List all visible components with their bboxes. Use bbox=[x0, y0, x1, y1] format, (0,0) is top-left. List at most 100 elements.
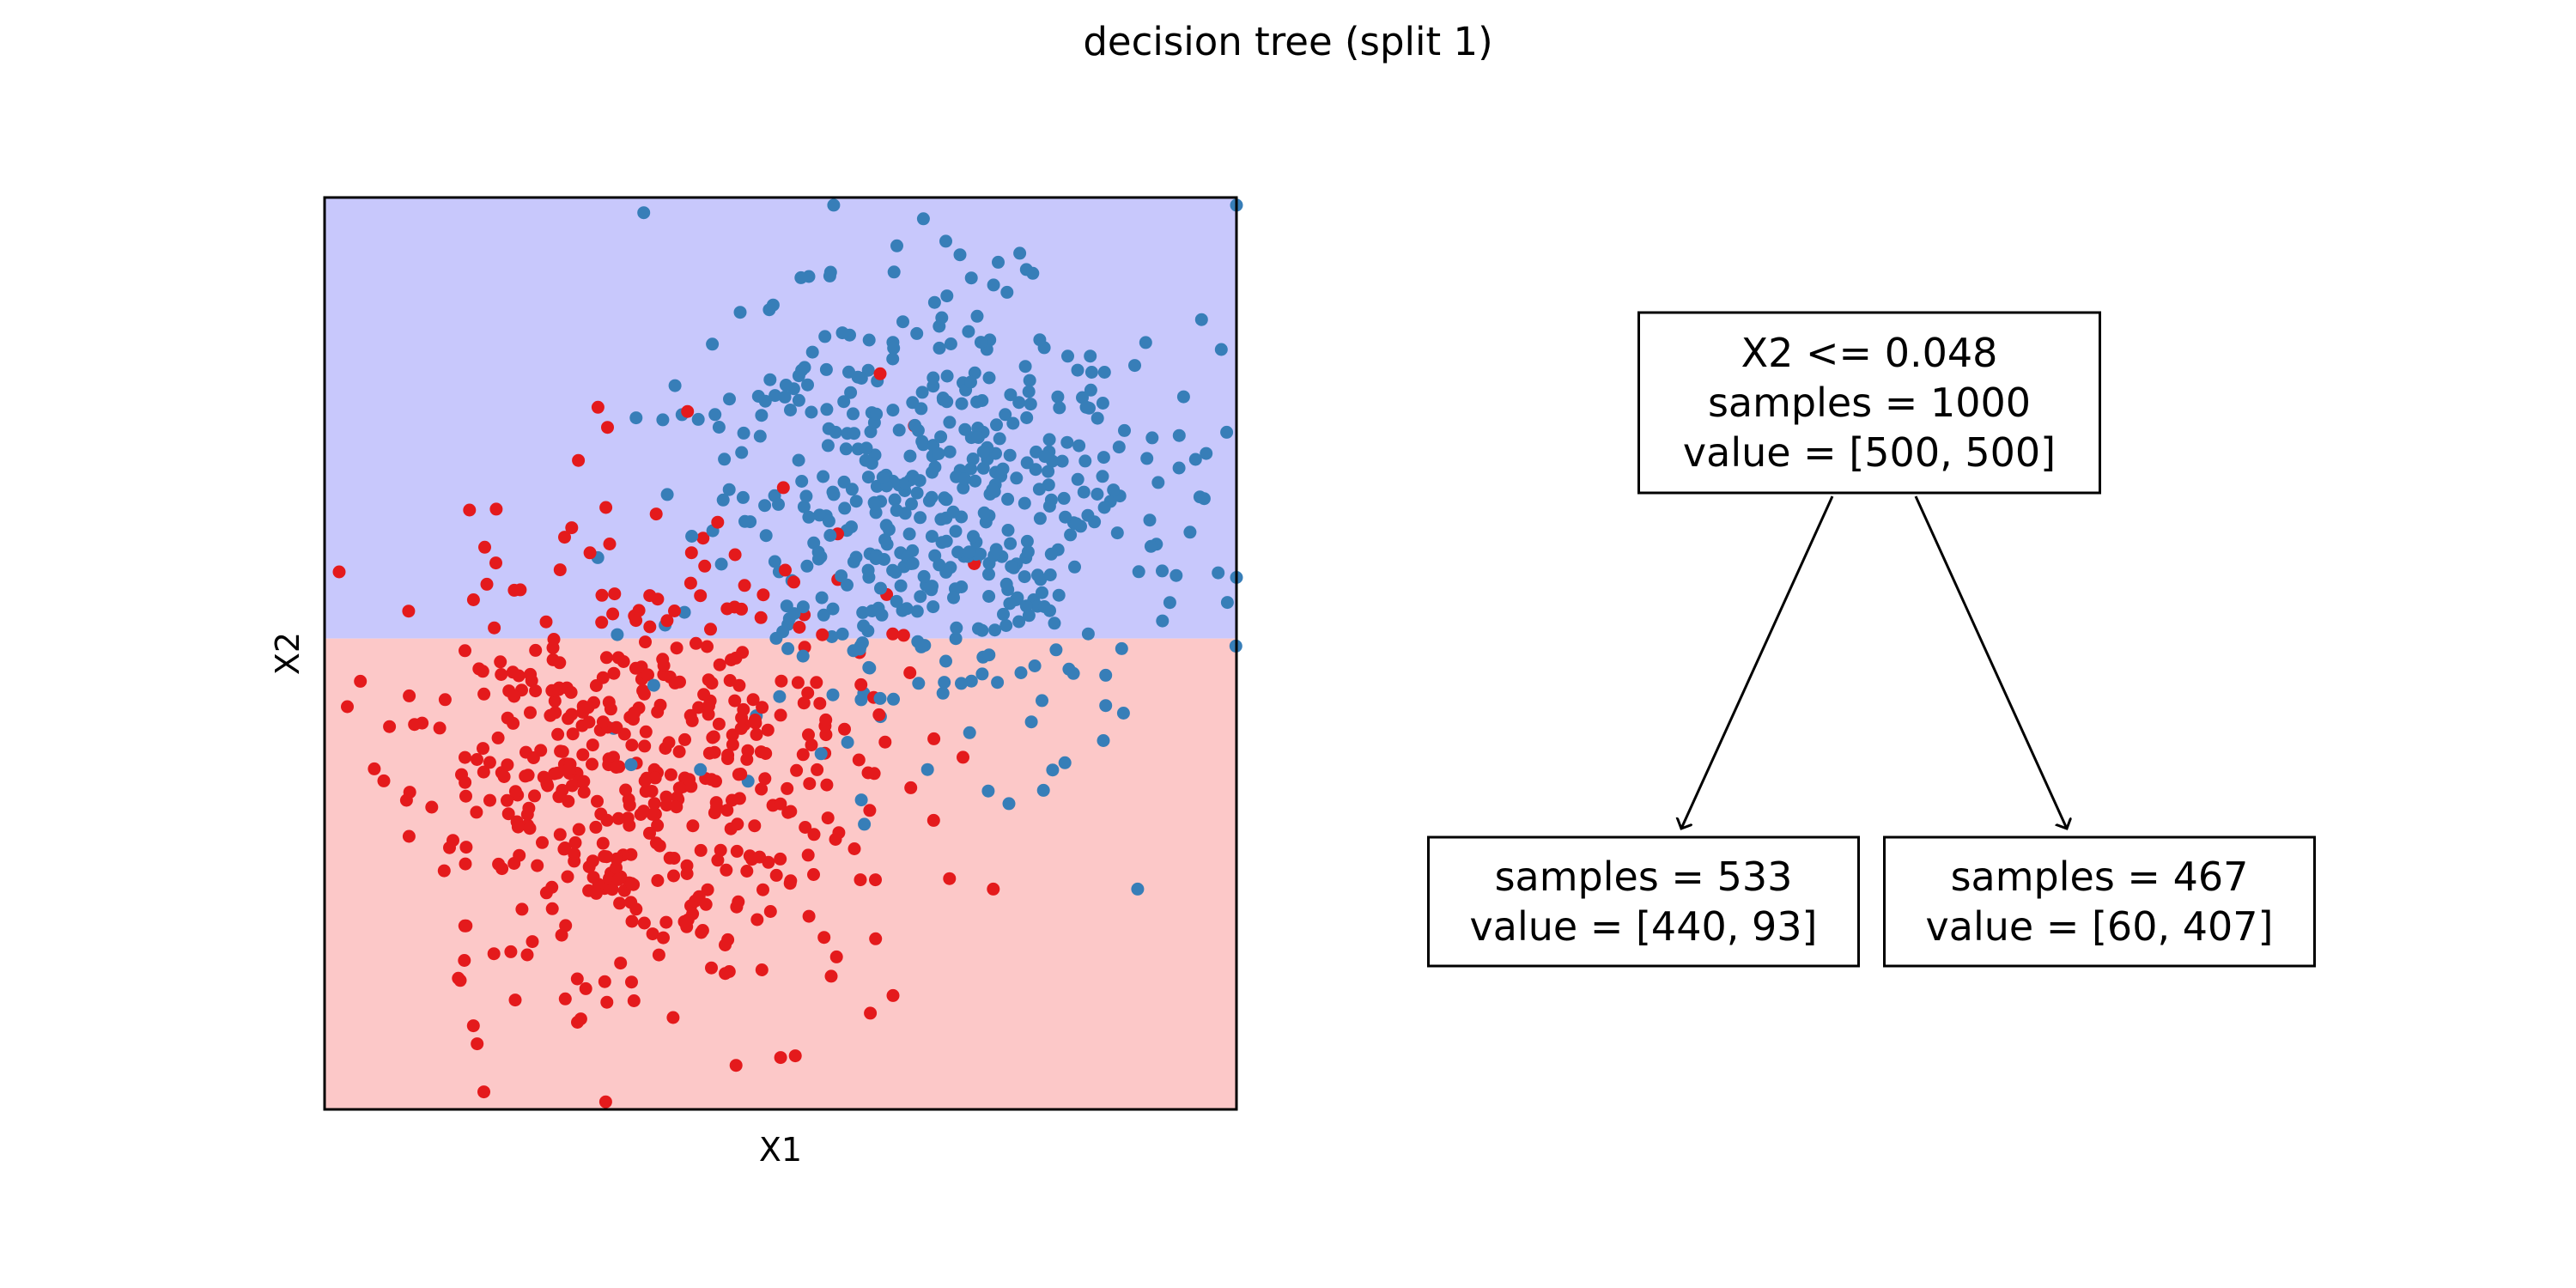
point-class-2 bbox=[936, 686, 950, 700]
point-class-2 bbox=[1033, 512, 1047, 526]
point-class-1 bbox=[639, 725, 653, 738]
point-class-1 bbox=[664, 768, 677, 781]
point-class-2 bbox=[1163, 596, 1176, 610]
point-class-1 bbox=[489, 502, 503, 516]
point-class-2 bbox=[958, 422, 972, 436]
point-class-2 bbox=[920, 762, 934, 776]
right-value: value = [60, 407] bbox=[1926, 903, 2274, 950]
point-class-2 bbox=[910, 486, 924, 500]
point-class-2 bbox=[1071, 363, 1084, 377]
point-class-1 bbox=[748, 819, 762, 833]
point-class-1 bbox=[529, 643, 543, 657]
point-class-1 bbox=[649, 836, 663, 850]
point-class-1 bbox=[904, 781, 918, 794]
point-class-1 bbox=[586, 871, 600, 884]
point-class-2 bbox=[939, 493, 953, 507]
point-class-2 bbox=[1029, 463, 1042, 477]
point-class-1 bbox=[531, 859, 544, 872]
point-class-1 bbox=[368, 762, 381, 775]
point-class-1 bbox=[732, 895, 745, 908]
point-class-2 bbox=[870, 407, 884, 421]
point-class-1 bbox=[579, 981, 592, 995]
point-class-2 bbox=[818, 330, 832, 343]
point-class-1 bbox=[625, 975, 638, 989]
point-class-1 bbox=[863, 804, 877, 817]
point-class-2 bbox=[835, 627, 849, 641]
point-class-1 bbox=[987, 882, 1000, 896]
point-class-2 bbox=[1010, 471, 1024, 485]
point-class-1 bbox=[810, 676, 823, 690]
point-class-2 bbox=[763, 373, 777, 386]
point-class-1 bbox=[728, 694, 742, 708]
point-class-2 bbox=[910, 326, 924, 340]
point-class-2 bbox=[1018, 360, 1032, 374]
point-class-1 bbox=[696, 532, 710, 545]
point-class-2 bbox=[819, 362, 833, 376]
point-class-2 bbox=[812, 508, 826, 522]
point-class-2 bbox=[1194, 313, 1208, 326]
point-class-2 bbox=[1081, 508, 1095, 522]
point-class-2 bbox=[932, 447, 945, 460]
point-class-2 bbox=[878, 553, 890, 566]
point-class-2 bbox=[967, 530, 980, 544]
point-class-1 bbox=[524, 667, 538, 681]
point-class-2 bbox=[861, 471, 875, 484]
point-class-1 bbox=[755, 963, 769, 976]
point-class-1 bbox=[761, 723, 775, 737]
point-class-1 bbox=[489, 556, 502, 570]
point-class-2 bbox=[916, 212, 930, 226]
point-class-1 bbox=[636, 683, 650, 697]
point-class-1 bbox=[598, 975, 611, 988]
point-class-2 bbox=[1048, 617, 1061, 630]
point-class-2 bbox=[862, 660, 876, 674]
point-class-2 bbox=[939, 234, 952, 248]
point-class-1 bbox=[566, 727, 580, 741]
point-class-1 bbox=[779, 563, 792, 577]
point-class-1 bbox=[591, 794, 604, 808]
point-class-1 bbox=[561, 870, 574, 884]
point-class-1 bbox=[402, 829, 416, 843]
point-class-1 bbox=[886, 988, 900, 1002]
point-class-1 bbox=[621, 811, 635, 825]
point-class-2 bbox=[975, 667, 989, 681]
point-class-1 bbox=[821, 811, 835, 825]
point-class-1 bbox=[683, 576, 697, 590]
point-class-1 bbox=[625, 914, 639, 928]
point-class-2 bbox=[1058, 756, 1072, 769]
point-class-2 bbox=[915, 434, 929, 448]
point-class-1 bbox=[599, 651, 613, 665]
point-class-1 bbox=[854, 873, 867, 887]
point-class-1 bbox=[522, 801, 536, 815]
point-class-2 bbox=[1077, 485, 1091, 499]
point-class-2 bbox=[817, 470, 830, 483]
point-class-1 bbox=[504, 945, 518, 958]
point-class-1 bbox=[637, 916, 651, 930]
point-class-1 bbox=[564, 685, 578, 699]
point-class-2 bbox=[887, 341, 901, 355]
point-class-2 bbox=[735, 446, 749, 459]
point-class-2 bbox=[714, 557, 728, 571]
point-class-1 bbox=[568, 835, 582, 849]
point-class-2 bbox=[949, 632, 963, 646]
point-class-2 bbox=[1099, 699, 1113, 713]
point-class-2 bbox=[953, 248, 967, 262]
point-class-2 bbox=[986, 483, 999, 496]
point-class-1 bbox=[611, 872, 625, 886]
point-class-1 bbox=[548, 767, 562, 781]
point-class-1 bbox=[558, 531, 571, 544]
point-class-2 bbox=[814, 747, 828, 761]
point-class-2 bbox=[841, 736, 854, 749]
point-class-1 bbox=[627, 994, 641, 1007]
point-class-1 bbox=[819, 713, 833, 726]
point-class-2 bbox=[1128, 359, 1141, 373]
point-class-1 bbox=[607, 666, 621, 680]
point-class-2 bbox=[797, 500, 811, 513]
root-samples: samples = 1000 bbox=[1708, 380, 2031, 426]
point-class-1 bbox=[458, 954, 471, 967]
point-class-2 bbox=[969, 474, 982, 488]
point-class-2 bbox=[1096, 470, 1109, 483]
point-class-2 bbox=[1084, 383, 1097, 397]
point-class-1 bbox=[524, 706, 537, 720]
point-class-2 bbox=[1214, 343, 1228, 356]
point-class-2 bbox=[835, 569, 848, 583]
